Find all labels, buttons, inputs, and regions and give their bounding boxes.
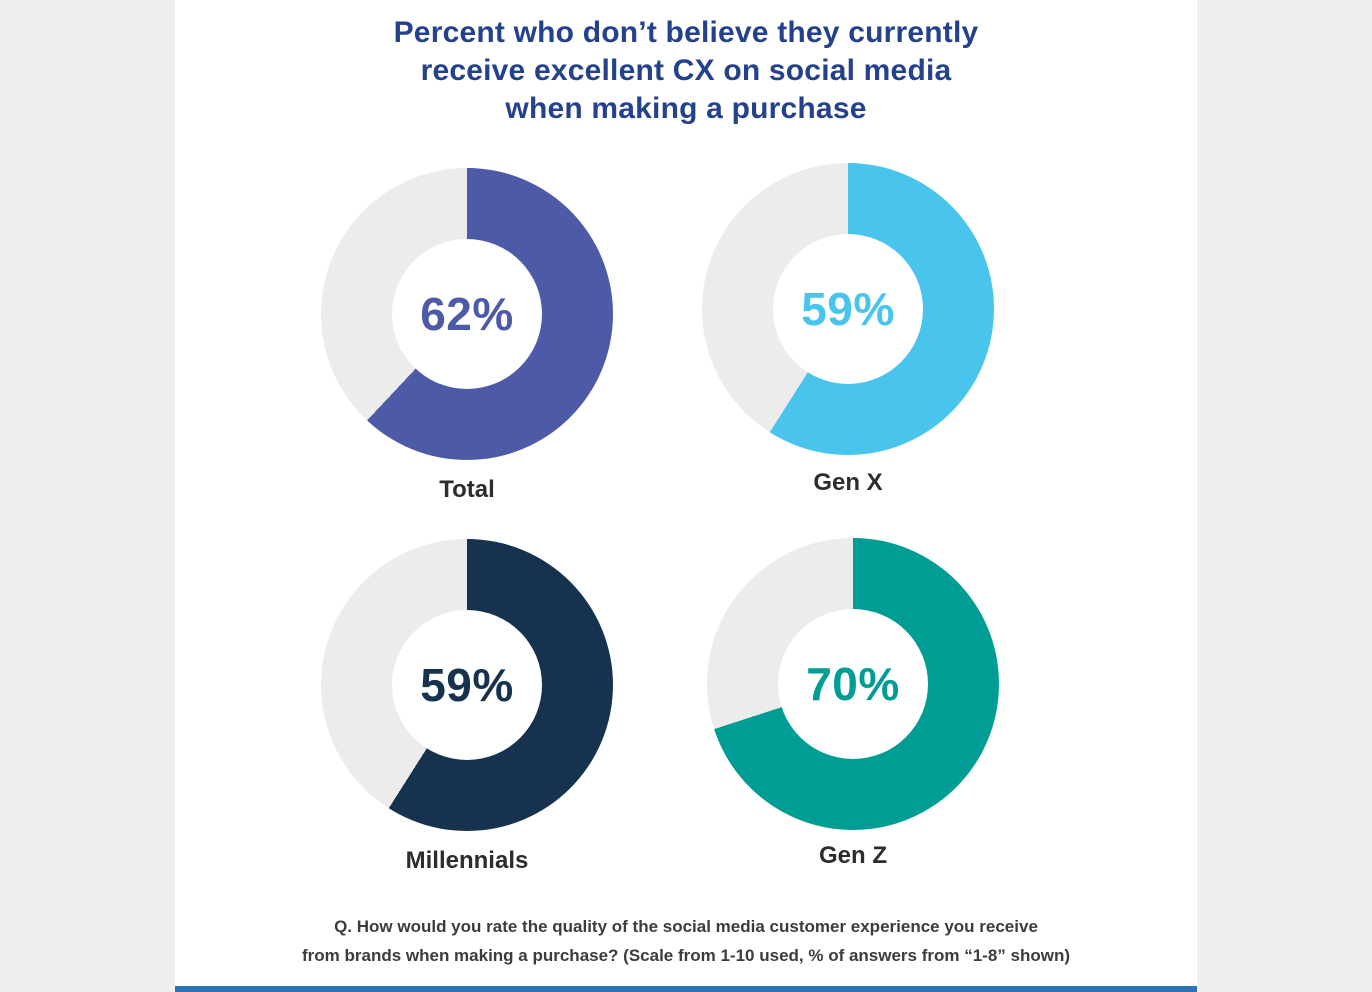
footnote: Q. How would you rate the quality of the…: [175, 912, 1197, 970]
donut-value-gen-x: 59%: [801, 283, 895, 335]
donut-chart-total: 62% Total: [321, 168, 613, 504]
donut-chart-gen-z: 70% Gen Z: [707, 538, 999, 870]
chart-title: Percent who don’t believe they currently…: [175, 14, 1197, 128]
donut-ring-gen-z: 70%: [707, 538, 999, 830]
donut-label-millennials: Millennials: [405, 847, 529, 874]
donut-hole: 59%: [773, 234, 923, 384]
donut-value-gen-z: 70%: [806, 658, 900, 710]
donut-hole: 59%: [392, 610, 542, 760]
chart-title-line-1: Percent who don’t believe they currently: [393, 16, 979, 49]
donut-ring-total: 62%: [321, 168, 613, 460]
chart-title-line-2: receive excellent CX on social media: [420, 54, 952, 87]
donut-value-total: 62%: [420, 288, 514, 340]
donut-ring-millennials: 59%: [321, 539, 613, 831]
donut-value-millennials: 59%: [420, 659, 514, 711]
donut-label-gen-x: Gen X: [813, 469, 883, 496]
donut-label-total: Total: [439, 476, 495, 503]
donut-hole: 62%: [392, 239, 542, 389]
donut-ring-gen-x: 59%: [702, 163, 994, 455]
footnote-line-1: Q. How would you rate the quality of the…: [334, 917, 1038, 936]
donut-chart-gen-x: 59% Gen X: [702, 163, 994, 497]
chart-title-line-3: when making a purchase: [505, 92, 867, 125]
donut-chart-millennials: 59% Millennials: [321, 539, 613, 875]
footnote-line-2: from brands when making a purchase? (Sca…: [301, 946, 1071, 965]
donut-hole: 70%: [778, 609, 928, 759]
donut-label-gen-z: Gen Z: [818, 842, 887, 869]
bottom-accent-bar: [175, 986, 1197, 992]
chart-card: Percent who don’t believe they currently…: [175, 0, 1197, 992]
